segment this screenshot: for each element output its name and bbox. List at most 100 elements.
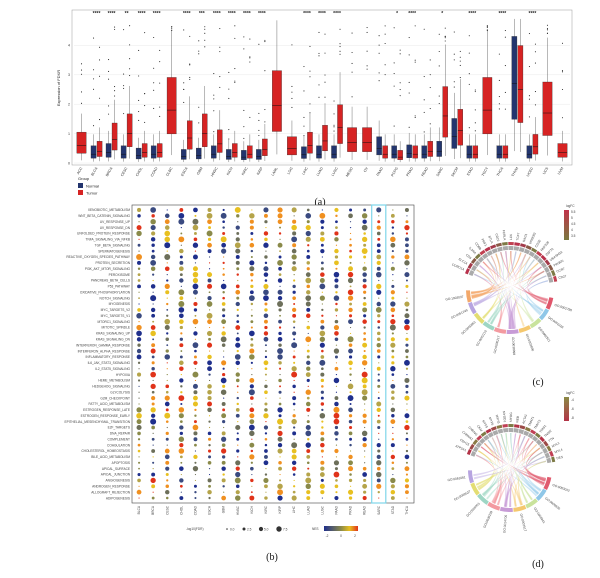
c-chord-gene-label-PIK3R5: PIK3R5	[553, 259, 565, 268]
dot-KICH-12	[250, 279, 254, 282]
tumor-outlier-STAD	[474, 89, 476, 91]
d-legend-colorbar	[564, 397, 569, 421]
tumor-box-COAD	[156, 143, 163, 158]
pathway-label-42: BILE_ACID_METABOLISM	[91, 455, 130, 459]
dot-COAD-13	[192, 283, 199, 290]
dot-PAAD-38	[334, 431, 339, 436]
tumor-box-KIRP	[262, 138, 268, 156]
dot-KIRC-49	[264, 496, 268, 500]
dot-LUAD-32	[306, 396, 310, 400]
panel-a-xtick-KIRC: KIRC	[241, 166, 249, 176]
dot-LUSC-44	[320, 466, 325, 471]
dot-SARC-15	[378, 297, 380, 299]
dot-CHOL-22	[179, 337, 183, 341]
tumor-outlier-UCS	[546, 24, 549, 26]
panel-a-xtick-THCA: THCA	[496, 166, 505, 177]
tumor-outlier-GBM	[204, 46, 206, 48]
dot-ESCA-14	[208, 291, 211, 294]
normal-outlier-HNSC	[213, 110, 215, 112]
dot-LIHC-8	[291, 254, 297, 260]
dot-READ-8	[363, 255, 367, 259]
cancer-label-ESCA: ESCA	[208, 505, 212, 515]
dot-CHOL-24	[180, 350, 183, 352]
normal-outlier-CHOL	[138, 75, 140, 77]
size-legend-dot-1	[242, 527, 246, 531]
tumor-outlier-PCPG	[399, 89, 401, 91]
dot-KIRP-2	[277, 219, 283, 225]
tumor-outlier-ACC	[80, 73, 83, 75]
dot-LUSC-18	[321, 314, 324, 317]
dot-KIRC-48	[265, 491, 267, 493]
dot-ESCA-18	[206, 312, 213, 319]
dot-STAD-42	[390, 454, 396, 460]
normal-box-UCEC	[526, 145, 533, 159]
tumor-outlier-UVM	[561, 117, 564, 119]
dot-PAAD-49	[334, 495, 339, 501]
dot-STAD-49	[390, 496, 395, 500]
normal-outlier-BLCA	[92, 88, 95, 90]
dot-SARC-2	[377, 220, 381, 224]
dot-PRAD-4	[349, 232, 352, 235]
dot-PRAD-0	[349, 208, 353, 212]
d-chord-ribbon-MYF6-0	[493, 435, 503, 504]
tumor-box-ACC	[76, 131, 87, 154]
normal-outlier-COAD	[153, 67, 155, 69]
normal-box-LIHC	[301, 146, 307, 159]
tumor-box-UCS	[542, 81, 553, 136]
dot-GBM-18	[222, 314, 226, 318]
d-chord-gene-label-MYL4: MYL4	[554, 447, 563, 454]
dot-BLCA-15	[138, 297, 140, 300]
dot-KICH-5	[250, 238, 254, 241]
normal-outlier-SARC	[438, 65, 440, 67]
d-chord-term-arc-GO:0006936	[535, 488, 547, 501]
normal-box-CESC	[120, 145, 127, 159]
dot-KICH-8	[250, 255, 253, 258]
dot-STAD-43	[391, 461, 395, 465]
normal-outlier-ESCA	[183, 101, 185, 104]
normal-box-CHOL	[135, 147, 142, 160]
dot-ESCA-32	[207, 396, 212, 401]
dot-SARC-25	[377, 355, 381, 359]
normal-box-KIRC	[241, 150, 247, 160]
dot-HNSC-29	[235, 378, 240, 383]
dot-HNSC-26	[235, 360, 240, 366]
dot-STAD-34	[390, 407, 396, 413]
dot-PAAD-23	[335, 344, 338, 346]
dot-READ-9	[364, 262, 366, 264]
c-chord-ribbon-CD19-0	[489, 251, 504, 325]
d-legend-tick-1: -6	[571, 407, 574, 411]
dot-STAD-4	[391, 232, 395, 235]
tumor-outlier-KIRP	[264, 41, 266, 43]
dot-CHOL-39	[178, 436, 185, 442]
dot-LUSC-19	[320, 319, 325, 324]
dot-KICH-38	[249, 430, 255, 437]
dot-LUSC-1	[319, 212, 326, 219]
dot-STAD-47	[390, 484, 395, 489]
tumor-box-UVM	[557, 143, 568, 158]
dot-THCA-21	[406, 332, 408, 335]
panel-a-xtick-STAD: STAD	[466, 166, 474, 176]
dot-KIRP-26	[278, 361, 282, 365]
d-chord-term-arc-GO:0061061	[468, 470, 474, 484]
dot-LUAD-20	[306, 325, 311, 330]
dot-KIRC-25	[264, 355, 268, 359]
d-chord-gene-arc-TNNI2	[535, 439, 542, 446]
tumor-outlier-KICH	[234, 37, 236, 39]
tumor-outlier-GBM	[204, 32, 206, 34]
normal-box-ESCA	[181, 149, 187, 160]
dot-KICH-0	[251, 209, 253, 211]
dot-KIRC-5	[264, 237, 268, 242]
dot-KIRC-36	[265, 421, 267, 423]
c-chord-gene-label-SLC1A: SLC1A	[458, 257, 469, 266]
dot-KICH-15	[248, 295, 255, 302]
dot-KICH-11	[250, 272, 254, 277]
dot-THCA-15	[406, 297, 408, 299]
dot-PRAD-17	[348, 307, 353, 313]
dot-LIHC-24	[293, 350, 295, 352]
dot-READ-15	[363, 296, 366, 300]
d-chord-ribbon-MYL1-1	[526, 451, 545, 486]
dot-STAD-41	[392, 450, 394, 452]
dot-PRAD-8	[348, 255, 353, 259]
dot-PAAD-7	[334, 248, 339, 254]
d-chord-gene-lfc-CDH15	[469, 443, 475, 450]
